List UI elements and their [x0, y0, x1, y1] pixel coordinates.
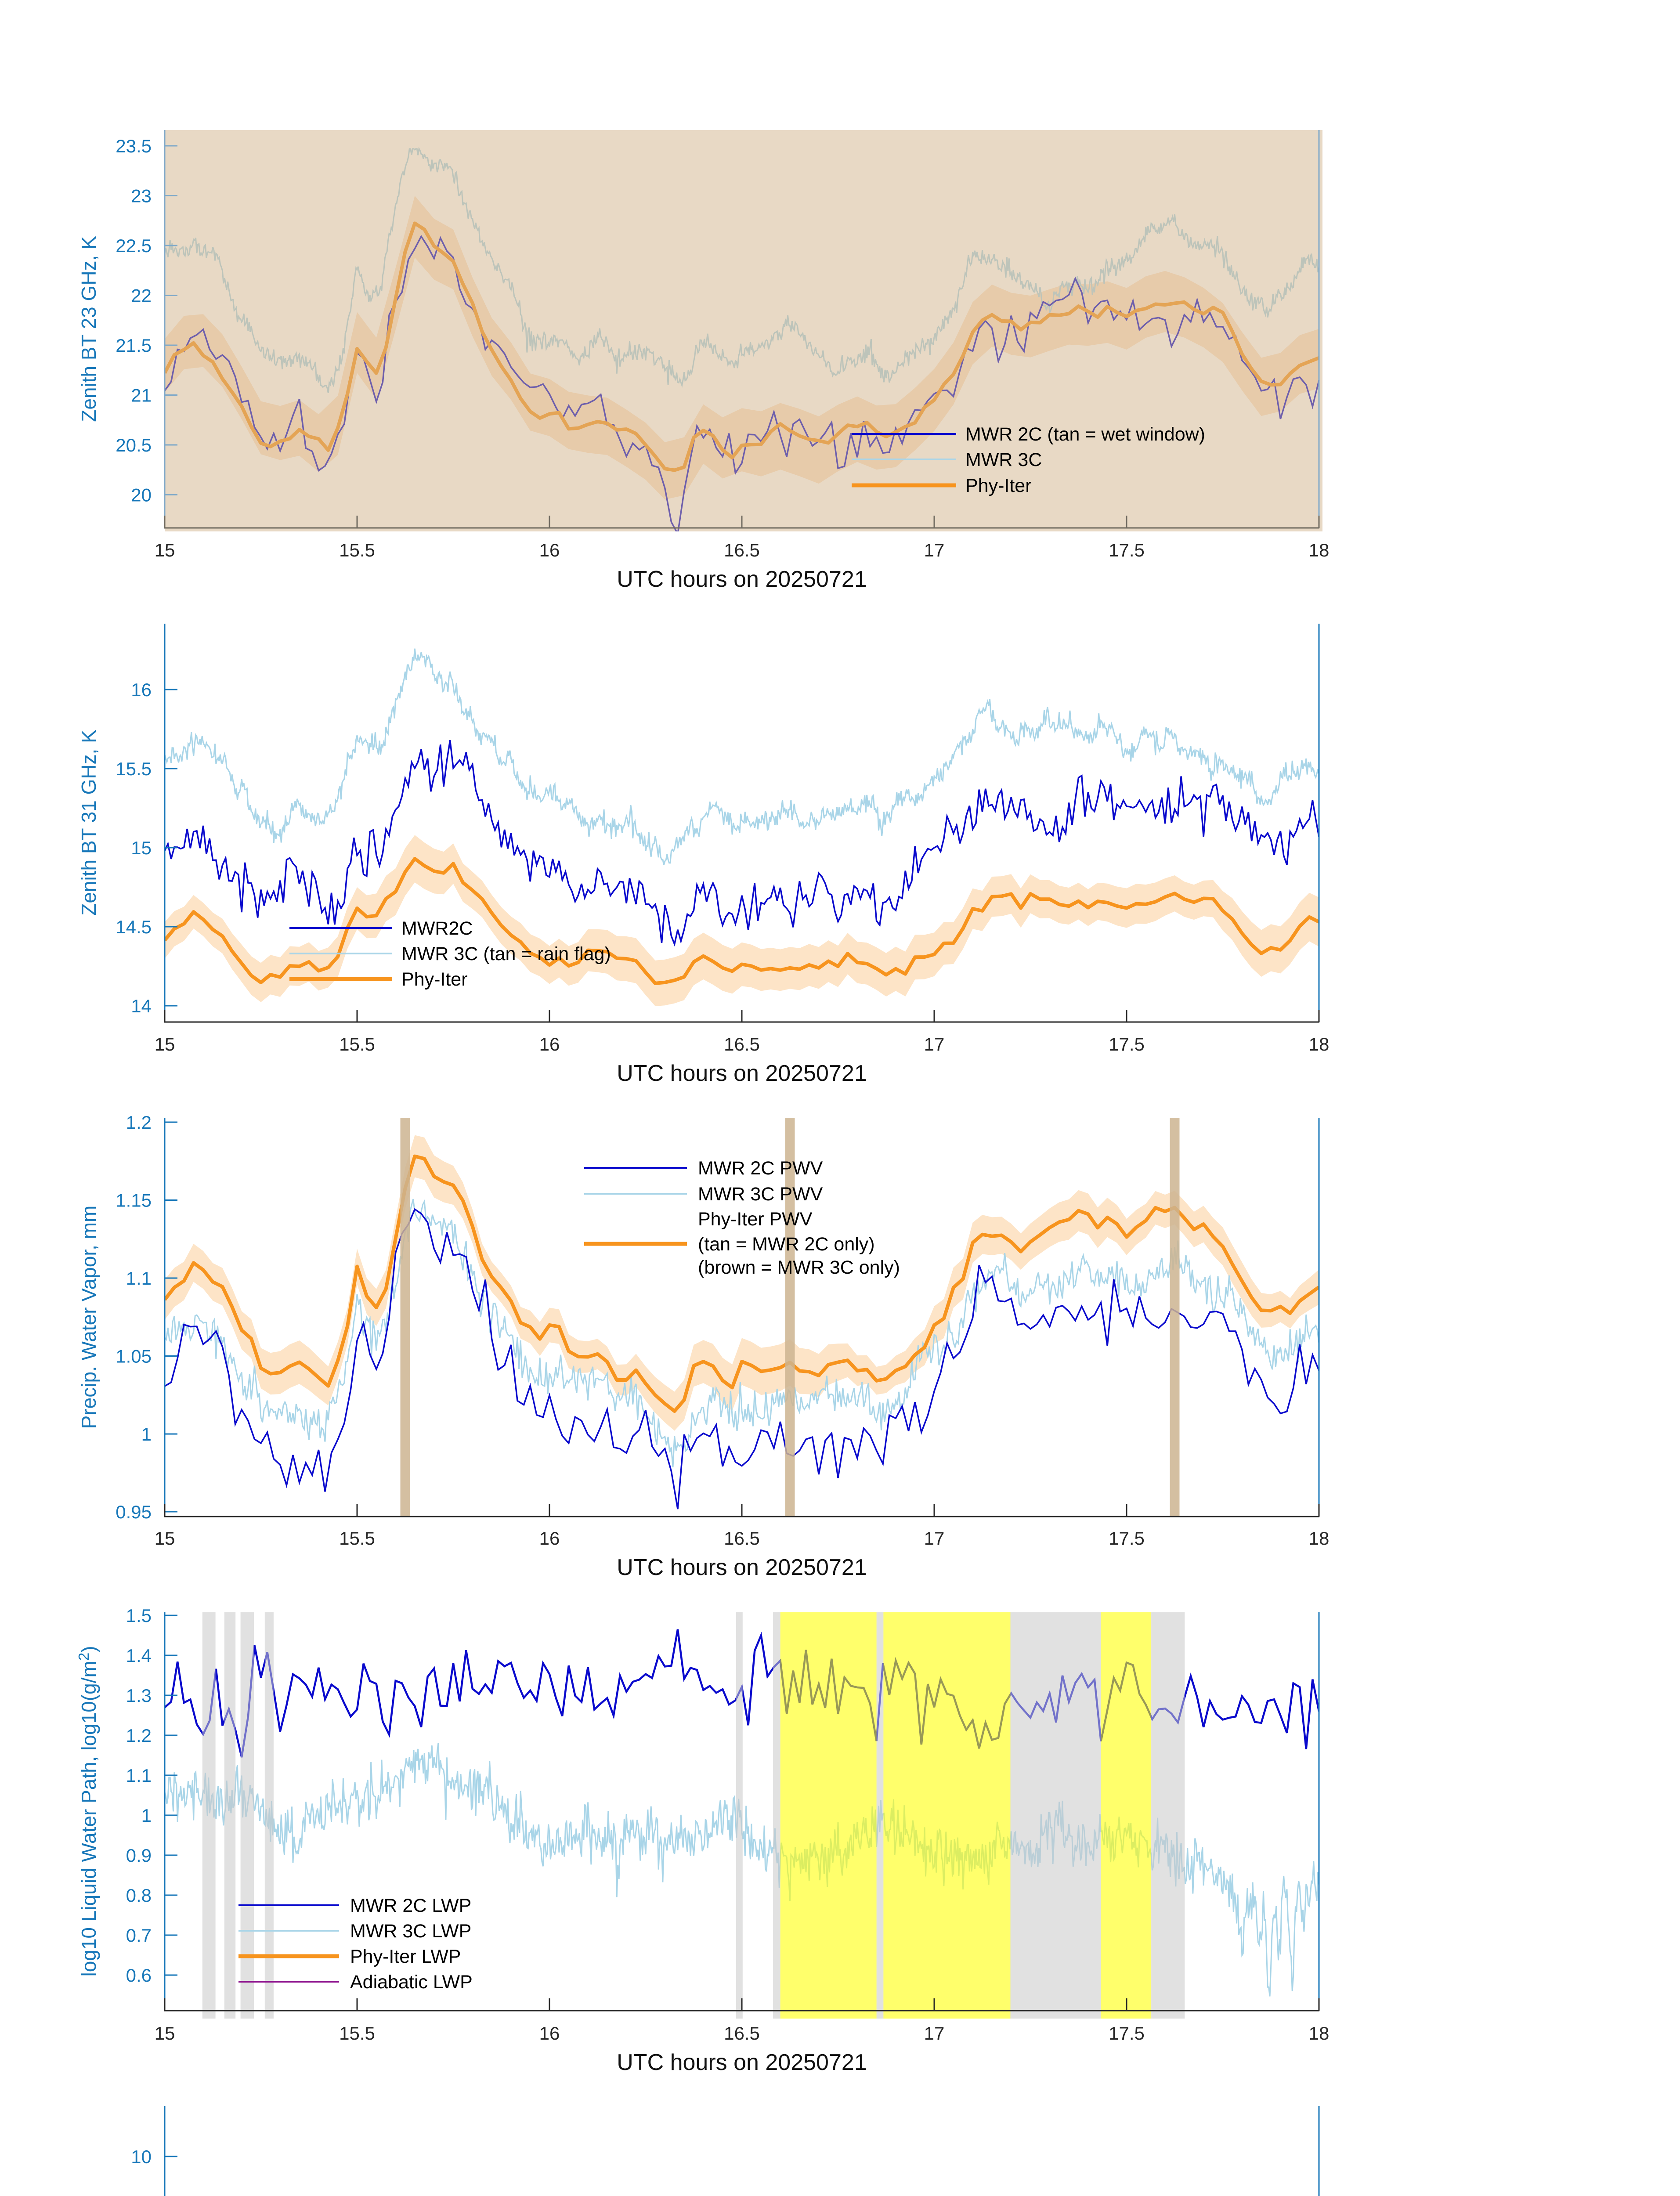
svg-text:15.5: 15.5: [339, 540, 375, 560]
svg-text:UTC hours on 20250721: UTC hours on 20250721: [617, 567, 867, 592]
svg-text:0.8: 0.8: [126, 1885, 152, 1906]
svg-text:Adiabatic LWP: Adiabatic LWP: [350, 1972, 473, 1993]
svg-text:15.5: 15.5: [116, 758, 152, 779]
svg-text:18: 18: [1309, 2023, 1330, 2044]
svg-text:Zenith BT 23 GHz, K: Zenith BT 23 GHz, K: [77, 236, 100, 422]
svg-text:15.5: 15.5: [339, 1528, 375, 1549]
svg-text:15: 15: [155, 1528, 175, 1549]
svg-text:Phy-Iter PWV: Phy-Iter PWV: [698, 1209, 813, 1230]
svg-text:16: 16: [539, 2023, 560, 2044]
svg-text:Phy-Iter LWP: Phy-Iter LWP: [350, 1946, 461, 1967]
svg-text:16: 16: [131, 679, 152, 700]
svg-text:22.5: 22.5: [116, 235, 152, 256]
svg-text:1.4: 1.4: [126, 1645, 152, 1666]
svg-text:21: 21: [131, 385, 152, 406]
svg-text:17.5: 17.5: [1109, 1034, 1145, 1055]
svg-text:17: 17: [924, 2023, 945, 2044]
svg-text:MWR 2C PWV: MWR 2C PWV: [698, 1158, 823, 1179]
svg-text:MWR 2C LWP: MWR 2C LWP: [350, 1895, 471, 1916]
svg-text:MWR 3C: MWR 3C: [965, 449, 1042, 470]
svg-text:1.1: 1.1: [126, 1268, 152, 1289]
svg-text:18: 18: [1309, 1528, 1330, 1549]
svg-text:Precip. Water Vapor, mm: Precip. Water Vapor, mm: [77, 1206, 100, 1429]
svg-text:23: 23: [131, 186, 152, 206]
svg-text:16.5: 16.5: [724, 1528, 760, 1549]
svg-text:Phy-Iter: Phy-Iter: [965, 475, 1032, 496]
svg-text:16.5: 16.5: [724, 540, 760, 560]
svg-text:1.2: 1.2: [126, 1725, 152, 1746]
svg-text:1.3: 1.3: [126, 1685, 152, 1706]
svg-text:17.5: 17.5: [1109, 540, 1145, 560]
svg-text:16: 16: [539, 540, 560, 560]
svg-text:1.15: 1.15: [116, 1190, 152, 1211]
svg-text:1.2: 1.2: [126, 1112, 152, 1133]
svg-text:MWR 3C PWV: MWR 3C PWV: [698, 1184, 823, 1205]
svg-text:1.05: 1.05: [116, 1346, 152, 1367]
svg-text:15: 15: [155, 540, 175, 560]
svg-text:16: 16: [539, 1528, 560, 1549]
svg-text:UTC hours on 20250721: UTC hours on 20250721: [617, 2050, 867, 2075]
svg-text:20: 20: [131, 485, 152, 506]
svg-text:16: 16: [539, 1034, 560, 1055]
svg-text:1.1: 1.1: [126, 1765, 152, 1786]
svg-text:UTC hours on 20250721: UTC hours on 20250721: [617, 1555, 867, 1580]
svg-text:17.5: 17.5: [1109, 1528, 1145, 1549]
svg-text:MWR 2C (tan = wet window): MWR 2C (tan = wet window): [965, 424, 1205, 445]
svg-text:17: 17: [924, 540, 945, 560]
svg-text:log10 Liquid Water Path, log10: log10 Liquid Water Path, log10(g/m2): [76, 1646, 100, 1976]
svg-text:22: 22: [131, 285, 152, 306]
svg-text:23.5: 23.5: [116, 136, 152, 156]
svg-text:(tan = MWR 2C only): (tan = MWR 2C only): [698, 1234, 875, 1255]
svg-text:15: 15: [155, 2023, 175, 2044]
svg-text:15: 15: [131, 838, 152, 858]
svg-text:18: 18: [1309, 540, 1330, 560]
svg-text:MWR 3C LWP: MWR 3C LWP: [350, 1921, 471, 1942]
svg-text:14.5: 14.5: [116, 917, 152, 937]
svg-text:15: 15: [155, 1034, 175, 1055]
svg-text:(brown = MWR 3C only): (brown = MWR 3C only): [698, 1257, 900, 1278]
svg-text:15.5: 15.5: [339, 1034, 375, 1055]
svg-text:1.5: 1.5: [126, 1605, 152, 1626]
svg-text:10: 10: [131, 2146, 152, 2167]
svg-text:Phy-Iter: Phy-Iter: [401, 969, 468, 990]
svg-text:20.5: 20.5: [116, 435, 152, 455]
svg-text:0.7: 0.7: [126, 1925, 152, 1946]
svg-text:18: 18: [1309, 1034, 1330, 1055]
svg-text:Zenith BT 31 GHz, K: Zenith BT 31 GHz, K: [77, 730, 100, 916]
svg-text:16.5: 16.5: [724, 1034, 760, 1055]
svg-text:17: 17: [924, 1034, 945, 1055]
svg-text:1: 1: [141, 1805, 152, 1826]
svg-text:21.5: 21.5: [116, 335, 152, 356]
svg-text:15.5: 15.5: [339, 2023, 375, 2044]
svg-text:14: 14: [131, 996, 152, 1016]
svg-text:1: 1: [141, 1424, 152, 1445]
svg-text:MWR2C: MWR2C: [401, 918, 473, 939]
svg-text:0.95: 0.95: [116, 1502, 152, 1522]
svg-text:UTC hours on 20250721: UTC hours on 20250721: [617, 1061, 867, 1086]
svg-text:0.6: 0.6: [126, 1965, 152, 1986]
svg-text:16.5: 16.5: [724, 2023, 760, 2044]
svg-text:MWR 3C (tan = rain flag): MWR 3C (tan = rain flag): [401, 943, 611, 964]
svg-text:17: 17: [924, 1528, 945, 1549]
svg-text:17.5: 17.5: [1109, 2023, 1145, 2044]
svg-text:0.9: 0.9: [126, 1845, 152, 1866]
